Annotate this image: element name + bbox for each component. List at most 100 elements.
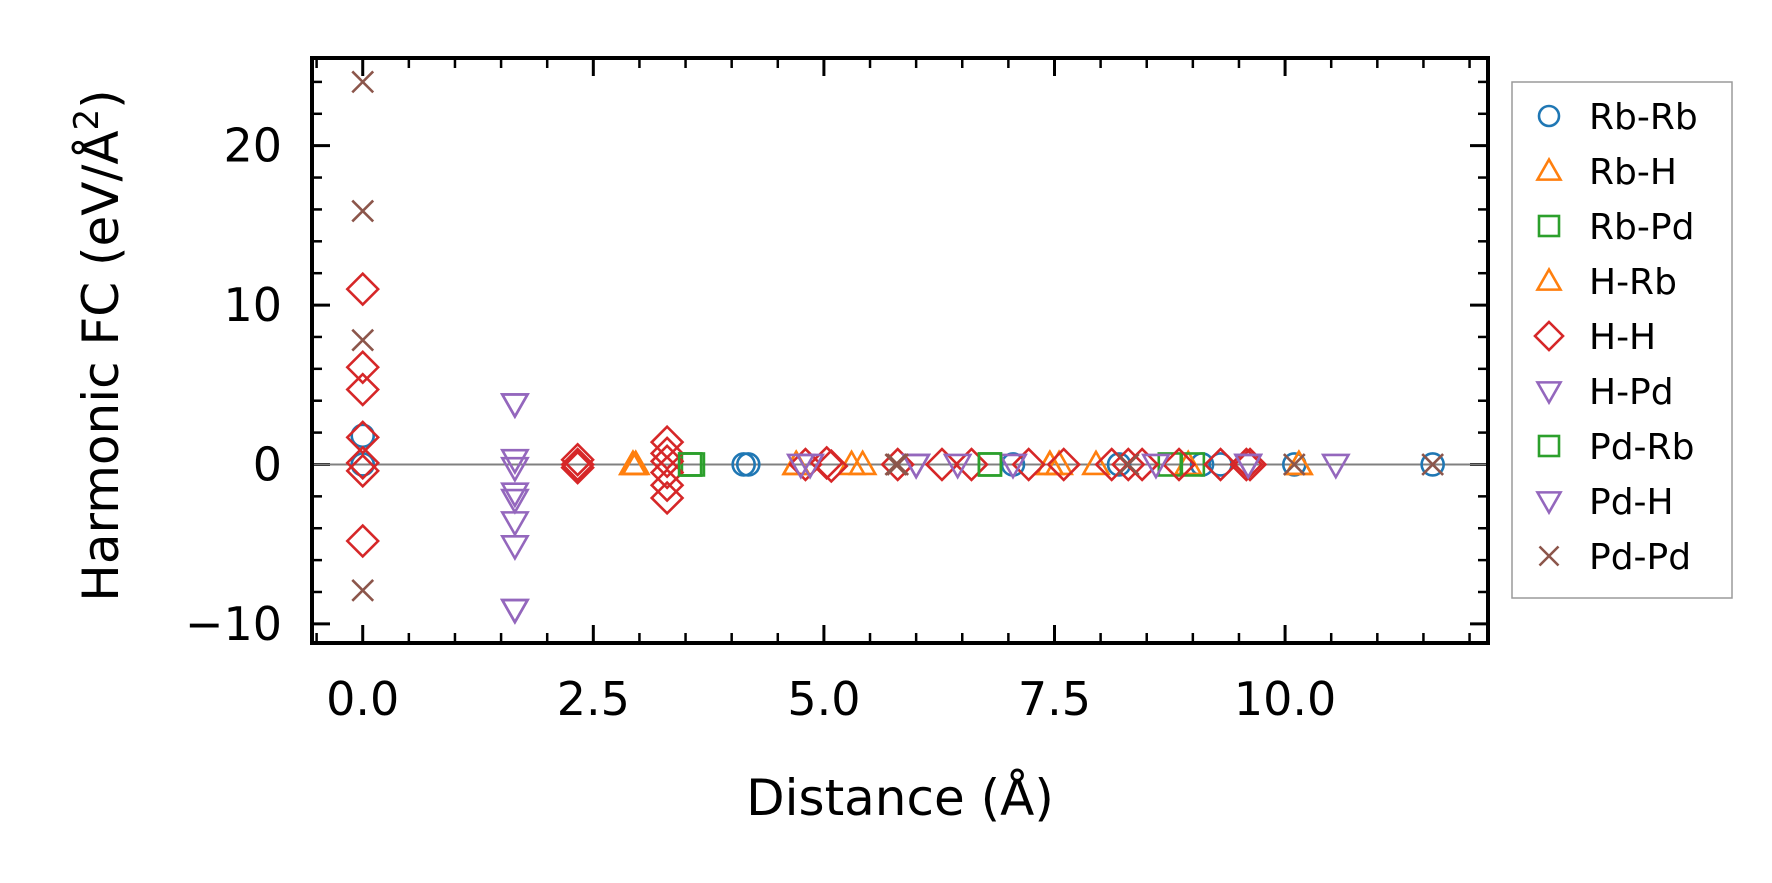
point-h-h: [345, 271, 380, 307]
point-pd-pd: [884, 453, 908, 476]
point-h-pd: [500, 511, 530, 538]
point-h-h: [1046, 447, 1081, 482]
legend-marker-rb-pd: [1537, 214, 1561, 238]
point-h-h: [345, 523, 380, 559]
x-tick-label: 0.0: [326, 672, 399, 726]
x-tick-label: 10.0: [1234, 672, 1336, 726]
point-h-h: [560, 450, 595, 485]
legend-label-h-h: H-H: [1589, 317, 1656, 358]
point-h-h: [880, 447, 915, 482]
point-h-pd: [500, 482, 530, 509]
legend-label-h-rb: H-Rb: [1589, 262, 1677, 303]
legend-label-pd-rb: Pd-Rb: [1589, 427, 1694, 468]
y-tick-label: 10: [223, 278, 282, 332]
point-h-h: [560, 442, 595, 477]
point-h-h: [345, 372, 380, 407]
legend-label-rb-pd: Rb-Pd: [1589, 207, 1694, 248]
point-h-pd: [1141, 453, 1171, 480]
legend-item-h-pd: H-Pd: [1535, 372, 1674, 413]
point-h-h: [649, 444, 685, 479]
point-h-h: [649, 480, 685, 516]
point-h-pd: [795, 453, 825, 480]
legend-item-pd-rb: Pd-Rb: [1537, 427, 1694, 468]
point-h-pd: [1320, 453, 1351, 480]
legend-item-h-h: H-H: [1533, 317, 1656, 358]
legend-label-pd-pd: Pd-Pd: [1589, 537, 1691, 578]
x-tick-labels: 0.0 2.5 5.0 7.5 10.0: [326, 672, 1336, 726]
point-h-h: [649, 467, 685, 503]
point-h-h: [345, 420, 380, 455]
point-h-h: [345, 453, 380, 489]
y-tick-label: −10: [185, 597, 282, 651]
point-h-h: [1203, 447, 1238, 482]
legend: Rb-Rb Rb-H Rb-Pd H-Rb H-H H-Pd Pd-Rb Pd-H Pd-Pd: [1511, 81, 1733, 599]
legend-marker-rb-rb: [1537, 104, 1561, 128]
point-h-h: [1011, 447, 1046, 482]
point-pd-pd: [351, 70, 375, 94]
point-rb-rb: [735, 452, 761, 477]
point-h-rb: [618, 449, 648, 476]
point-pd-h: [901, 453, 932, 480]
point-pd-h: [500, 598, 530, 625]
legend-marker-h-pd: [1535, 381, 1563, 406]
data-points: [345, 70, 1445, 625]
legend-item-rb-h: Rb-H: [1535, 152, 1677, 193]
plot-frame: [310, 56, 1490, 645]
legend-label-rb-rb: Rb-Rb: [1589, 97, 1698, 138]
point-h-pd: [500, 448, 530, 475]
point-pd-pd: [886, 453, 910, 476]
point-pd-rb: [677, 452, 703, 477]
x-axis-title: Distance (Å): [746, 769, 1054, 827]
point-h-pd: [500, 456, 530, 483]
point-h-h: [954, 447, 989, 482]
y-axis-title-close: ): [72, 89, 130, 109]
x-tick-label: 2.5: [557, 672, 630, 726]
point-h-pd: [500, 488, 530, 515]
point-h-h: [924, 447, 960, 482]
point-pd-pd: [1282, 453, 1306, 476]
tick-marks: [312, 58, 1488, 643]
legend-label-pd-h: Pd-H: [1589, 482, 1674, 523]
y-axis-title-superscript: 2: [67, 109, 107, 131]
point-h-h: [1161, 447, 1197, 482]
legend-marker-pd-rb: [1537, 434, 1561, 458]
point-h-h: [814, 448, 849, 484]
legend-item-rb-pd: Rb-Pd: [1537, 207, 1694, 248]
point-pd-rb: [977, 452, 1003, 477]
point-h-pd: [998, 453, 1028, 480]
legend-marker-pd-pd: [1538, 545, 1560, 567]
point-h-h: [560, 447, 595, 482]
point-h-pd: [500, 393, 530, 420]
point-rb-rb: [1420, 452, 1445, 477]
legend-label-rb-h: Rb-H: [1589, 152, 1677, 193]
y-tick-labels: −10 0 10 20: [185, 119, 282, 651]
point-pd-pd: [1116, 453, 1140, 476]
y-tick-label: 20: [223, 119, 282, 173]
point-h-h: [345, 445, 380, 481]
y-axis-title-main: Harmonic FC (eV/Å: [72, 130, 130, 601]
point-rb-h: [847, 449, 878, 476]
point-h-h: [649, 455, 685, 490]
legend-items: Rb-Rb Rb-H Rb-Pd H-Rb H-H H-Pd Pd-Rb Pd-H Pd-Pd: [1533, 97, 1698, 578]
legend-label-h-pd: H-Pd: [1589, 372, 1674, 413]
point-pd-h: [500, 393, 530, 420]
point-h-pd: [500, 534, 530, 562]
point-h-pd: [500, 598, 530, 625]
point-rb-h: [1081, 449, 1111, 476]
point-pd-pd: [1421, 453, 1445, 476]
legend-item-h-rb: H-Rb: [1535, 262, 1677, 303]
point-h-pd: [942, 453, 973, 480]
point-h-h: [1229, 447, 1264, 482]
legend-marker-h-h: [1533, 320, 1565, 352]
y-axis-title: Harmonic FC (eV/Å2): [67, 89, 130, 601]
legend-marker-h-rb: [1535, 266, 1563, 291]
y-tick-label: 0: [253, 437, 282, 491]
x-tick-label: 7.5: [1018, 672, 1091, 726]
x-tick-label: 5.0: [787, 672, 860, 726]
point-pd-pd: [351, 199, 375, 223]
legend-item-pd-h: Pd-H: [1535, 482, 1674, 523]
point-pd-h: [1233, 453, 1264, 480]
point-pd-pd: [351, 328, 375, 352]
legend-marker-pd-h: [1535, 491, 1563, 516]
